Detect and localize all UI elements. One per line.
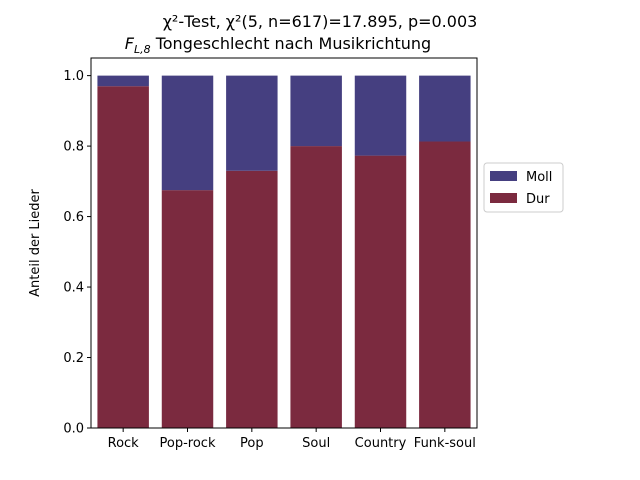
- legend-label-dur: Dur: [526, 192, 550, 207]
- legend-swatch-moll: [490, 171, 517, 181]
- x-tick-label-rock: Rock: [108, 436, 140, 451]
- chart-title: χ²-Test, χ²(5, n=617)=17.895, p=0.003 FL…: [125, 12, 478, 56]
- bar-moll-funk-soul: [419, 75, 471, 142]
- x-tick-label-soul: Soul: [302, 436, 330, 451]
- bar-dur-country: [354, 155, 407, 429]
- bar-dur-pop: [226, 170, 278, 428]
- chart-title-line2: FL,8 Tongeschlecht nach Musikrichtung: [125, 34, 431, 56]
- y-tick-label: 1.0: [63, 69, 84, 84]
- y-axis-label: Anteil der Lieder: [28, 188, 43, 296]
- bar-dur-pop-rock: [161, 190, 214, 428]
- y-tick-label: 0.8: [63, 140, 84, 155]
- bar-moll-rock: [97, 75, 149, 87]
- bar-dur-rock: [97, 86, 149, 428]
- x-tick-label-pop: Pop: [240, 436, 264, 451]
- plot-area: [97, 75, 471, 429]
- plot-frame: [90, 57, 478, 429]
- bar-moll-pop: [226, 75, 278, 171]
- x-tick-label-funk-soul: Funk-soul: [414, 436, 476, 451]
- bar-moll-pop-rock: [161, 75, 214, 191]
- x-tick-label-pop-rock: Pop-rock: [160, 436, 216, 451]
- bar-moll-soul: [290, 75, 342, 147]
- legend-swatch-dur: [490, 193, 517, 203]
- legend: Moll Dur: [483, 162, 564, 213]
- x-axis: Rock Pop-rock Pop Soul Country Funk-soul: [108, 428, 476, 451]
- x-tick-label-country: Country: [355, 436, 407, 451]
- y-axis: 0.0 0.2 0.4 0.6 0.8 1.0: [63, 69, 91, 437]
- bar-dur-soul: [290, 146, 342, 428]
- y-tick-label: 0.6: [63, 210, 84, 225]
- bar-dur-funk-soul: [419, 141, 471, 428]
- y-tick-label: 0.2: [63, 351, 84, 366]
- legend-label-moll: Moll: [526, 170, 552, 185]
- chart-title-line1: χ²-Test, χ²(5, n=617)=17.895, p=0.003: [163, 12, 478, 31]
- bar-moll-country: [354, 75, 407, 156]
- y-tick-label: 0.4: [63, 281, 84, 296]
- y-tick-label: 0.0: [63, 422, 84, 437]
